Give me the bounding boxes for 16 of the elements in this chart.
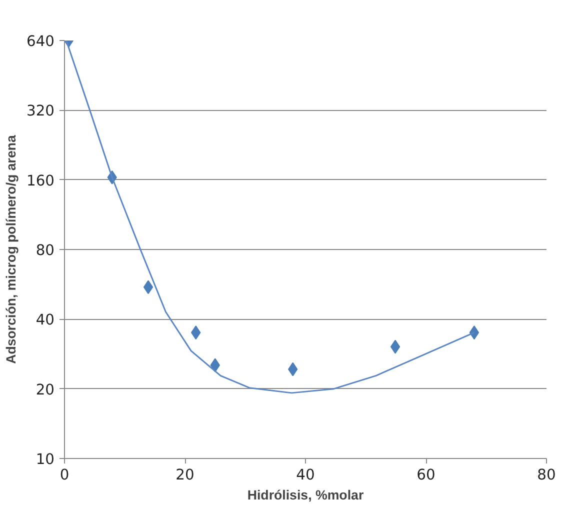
x-tick-label: 60 (416, 466, 436, 484)
x-tick-label: 20 (176, 466, 194, 484)
y-tick-label: 320 (26, 102, 55, 120)
x-tick-label: 40 (296, 466, 315, 484)
y-tick-label: 80 (36, 242, 55, 259)
y-tick-label: 20 (36, 381, 55, 398)
y-tick-label: 40 (36, 312, 55, 329)
x-tick-label: 0 (60, 466, 70, 484)
x-axis-title: Hidrólisis, %molar (247, 488, 364, 502)
y-tick-label: 160 (26, 172, 55, 190)
x-tick-label: 80 (537, 466, 556, 484)
y-axis-title: Adsorción, microg polímero/g arena (4, 134, 19, 364)
point (390, 340, 400, 354)
y-tick-label: 10 (36, 451, 55, 468)
y-tick-label: 640 (26, 33, 55, 50)
point (143, 280, 154, 294)
